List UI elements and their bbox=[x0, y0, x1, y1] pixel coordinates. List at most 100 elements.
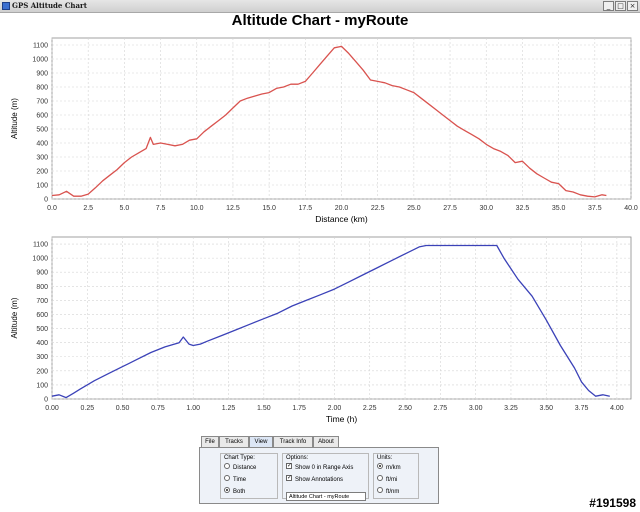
chart1-y-tick-label: 800 bbox=[36, 85, 48, 92]
close-button[interactable]: × bbox=[627, 1, 638, 11]
tab-file[interactable]: File bbox=[201, 436, 219, 447]
units-title: Units: bbox=[377, 455, 393, 461]
chart-title: Altitude Chart - myRoute bbox=[231, 12, 409, 29]
show-annotations-label: Show Annotations bbox=[295, 477, 344, 483]
radio-time[interactable]: Time bbox=[224, 475, 246, 485]
radio-both[interactable]: Both bbox=[224, 487, 245, 497]
chart2-plot-area bbox=[51, 236, 632, 400]
chart2-x-tick-label: 0.50 bbox=[116, 405, 130, 412]
chart1-x-tick-label: 40.0 bbox=[624, 205, 638, 212]
chart1-x-tick-label: 37.5 bbox=[588, 205, 602, 212]
chart2-y-tick-label: 100 bbox=[36, 382, 48, 389]
chart2-x-tick-label: 0.25 bbox=[80, 405, 94, 412]
chart1-y-axis-label: Altitude (m) bbox=[10, 98, 19, 139]
chart1-y-tick-label: 1100 bbox=[33, 43, 48, 50]
chart2-y-axis-label: Altitude (m) bbox=[10, 297, 19, 338]
radio-selected-icon bbox=[377, 463, 383, 470]
chart1-series-line bbox=[51, 45, 607, 198]
chart1-y-tick-label: 900 bbox=[36, 71, 48, 78]
chart1-y-tick-label: 1000 bbox=[32, 57, 48, 64]
chart2-y-tick-label: 1100 bbox=[33, 242, 48, 249]
radio-ft-mi-label: ft/mi bbox=[386, 477, 398, 483]
chart2-y-tick-label: 300 bbox=[36, 354, 48, 361]
chart1-x-tick-label: 5.0 bbox=[120, 205, 130, 212]
chart1-x-tick-label: 35.0 bbox=[552, 205, 566, 212]
chart1-x-tick-label: 2.5 bbox=[83, 205, 93, 212]
chart2-x-tick-label: 1.50 bbox=[257, 405, 271, 412]
control-panel: File Tracks View Track Info About Chart … bbox=[199, 436, 439, 504]
radio-ft-nm-label: ft/nm bbox=[386, 489, 400, 495]
chart-type-title: Chart Type: bbox=[224, 455, 255, 461]
radio-ft-nm[interactable]: ft/nm bbox=[377, 487, 399, 497]
chart1-x-tick-label: 0.0 bbox=[47, 205, 57, 212]
tab-track-info[interactable]: Track Info bbox=[273, 436, 313, 447]
tab-tracks[interactable]: Tracks bbox=[219, 436, 249, 447]
chart2-y-tick-label: 1000 bbox=[32, 256, 48, 263]
checkbox-show-zero[interactable]: ✓ Show 0 in Range Axis bbox=[286, 463, 353, 473]
chart2-y-tick-label: 700 bbox=[36, 298, 48, 305]
window-titlebar: GPS Altitude Chart _ □ × bbox=[0, 0, 640, 13]
chart1-x-tick-label: 27.5 bbox=[443, 205, 457, 212]
checkmark-icon: ✓ bbox=[286, 463, 293, 470]
chart1-y-tick-label: 300 bbox=[36, 155, 48, 162]
chart2-y-tick-label: 400 bbox=[36, 340, 48, 347]
options-group: Options: ✓ Show 0 in Range Axis ✓ Show Ann… bbox=[282, 453, 369, 501]
chart1-x-tick-label: 25.0 bbox=[407, 205, 421, 212]
chart1-x-tick-label: 30.0 bbox=[479, 205, 493, 212]
radio-distance-label: Distance bbox=[233, 465, 257, 471]
radio-distance[interactable]: Distance bbox=[224, 463, 256, 473]
chart2-x-tick-label: 4.00 bbox=[610, 405, 624, 412]
chart2-x-tick-label: 0.00 bbox=[45, 405, 59, 412]
app-icon bbox=[2, 2, 10, 10]
units-group: Units: m/km ft/mi ft/nm bbox=[373, 453, 419, 499]
chart2-x-tick-label: 2.25 bbox=[363, 405, 377, 412]
chart2-series-line bbox=[51, 244, 610, 399]
show-zero-label: Show 0 in Range Axis bbox=[295, 465, 354, 471]
chart2-x-tick-label: 3.75 bbox=[575, 405, 589, 412]
chart2-x-axis-label: Time (h) bbox=[326, 414, 357, 424]
chart1-x-axis-label: Distance (km) bbox=[315, 214, 368, 224]
chart2-x-tick-label: 3.50 bbox=[539, 405, 553, 412]
radio-both-label: Both bbox=[233, 489, 246, 495]
options-title: Options: bbox=[286, 455, 309, 461]
chart2-y-tick-label: 200 bbox=[36, 368, 48, 375]
chart2-y-tick-label: 800 bbox=[36, 284, 48, 291]
radio-time-label: Time bbox=[233, 477, 247, 483]
chart1-x-tick-label: 10.0 bbox=[190, 205, 204, 212]
radio-m-km-label: m/km bbox=[386, 465, 401, 471]
chart1-y-tick-label: 600 bbox=[36, 113, 48, 120]
chart1-x-tick-label: 22.5 bbox=[371, 205, 385, 212]
checkbox-show-annotations[interactable]: ✓ Show Annotations bbox=[286, 475, 343, 485]
checkmark-icon: ✓ bbox=[286, 475, 293, 482]
chart1-x-tick-label: 7.5 bbox=[156, 205, 166, 212]
minimize-button[interactable]: _ bbox=[603, 1, 614, 11]
chart2-x-tick-label: 1.25 bbox=[222, 405, 236, 412]
chart-title-field[interactable]: Altitude Chart - myRoute bbox=[286, 492, 366, 501]
chart1-y-tick-label: 400 bbox=[36, 141, 48, 148]
radio-icon bbox=[377, 475, 383, 482]
chart1-y-tick-label: 200 bbox=[36, 169, 48, 176]
chart2-x-tick-label: 0.75 bbox=[151, 405, 165, 412]
chart1-x-tick-label: 17.5 bbox=[299, 205, 313, 212]
chart2-x-tick-label: 1.00 bbox=[186, 405, 200, 412]
tab-about[interactable]: About bbox=[313, 436, 339, 447]
tab-view[interactable]: View bbox=[249, 436, 273, 447]
chart-type-group: Chart Type: Distance Time Both bbox=[220, 453, 278, 499]
chart1-x-tick-label: 20.0 bbox=[335, 205, 349, 212]
chart1-y-tick-label: 100 bbox=[36, 183, 48, 190]
radio-m-km[interactable]: m/km bbox=[377, 463, 401, 473]
chart2-x-tick-label: 3.25 bbox=[504, 405, 518, 412]
chart1-y-tick-label: 0 bbox=[44, 197, 48, 204]
chart2-y-tick-label: 900 bbox=[36, 270, 48, 277]
window-title: GPS Altitude Chart bbox=[12, 1, 87, 10]
radio-ft-mi[interactable]: ft/mi bbox=[377, 475, 397, 485]
chart2-x-tick-label: 2.50 bbox=[398, 405, 412, 412]
view-tab-pane: Chart Type: Distance Time Both Options: … bbox=[199, 447, 439, 504]
radio-icon bbox=[224, 475, 230, 482]
chart2-x-tick-label: 1.75 bbox=[292, 405, 306, 412]
maximize-button[interactable]: □ bbox=[615, 1, 626, 11]
chart2-x-tick-label: 2.75 bbox=[434, 405, 448, 412]
chart1-x-tick-label: 12.5 bbox=[226, 205, 240, 212]
radio-selected-icon bbox=[224, 487, 230, 494]
